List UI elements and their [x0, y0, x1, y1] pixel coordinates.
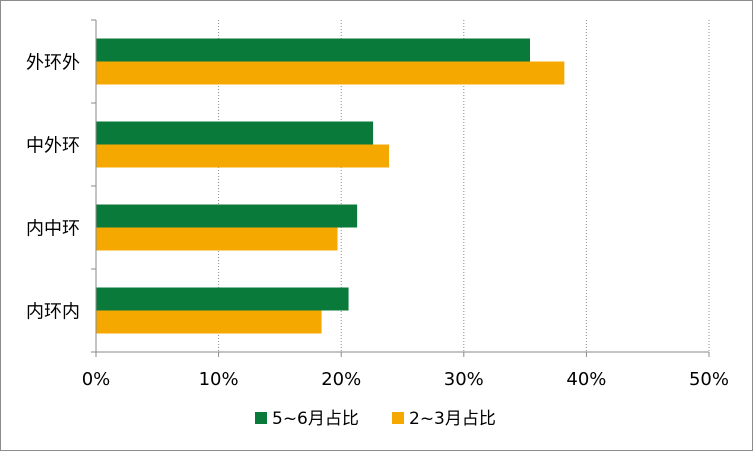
legend: 5~6月占比 2~3月占比 — [255, 409, 496, 429]
bar-feb-mar — [96, 144, 390, 168]
bar-feb-mar — [96, 61, 565, 85]
bar-may-jun — [96, 287, 349, 311]
x-tick-label: 20% — [321, 369, 361, 390]
x-tick-label: 40% — [566, 369, 606, 390]
legend-swatch — [392, 412, 404, 424]
x-tick-label: 10% — [199, 369, 239, 390]
legend-label: 2~3月占比 — [409, 409, 496, 429]
bar-may-jun — [96, 121, 374, 145]
category-label: 外环外 — [26, 53, 80, 74]
bar-feb-mar — [96, 227, 338, 251]
category-label: 内中环 — [26, 219, 80, 240]
x-tick-label: 30% — [444, 369, 484, 390]
category-label: 中外环 — [26, 136, 80, 157]
legend-swatch — [255, 412, 267, 424]
x-tick-label: 50% — [689, 369, 729, 390]
bar-may-jun — [96, 38, 531, 62]
legend-label: 5~6月占比 — [272, 409, 359, 429]
x-tick-label: 0% — [82, 369, 111, 390]
bars — [96, 38, 565, 334]
bar-feb-mar — [96, 310, 322, 334]
category-label: 内环内 — [26, 302, 80, 323]
bar-may-jun — [96, 204, 358, 228]
